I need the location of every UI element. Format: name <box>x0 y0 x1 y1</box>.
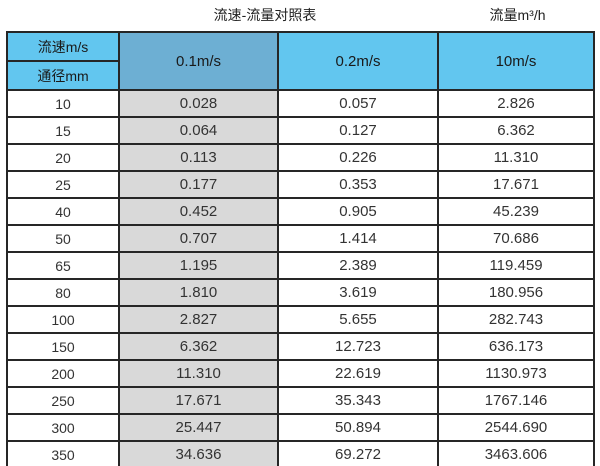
diameter-cell: 350 <box>6 440 120 466</box>
flow-value-cell: 6.362 <box>118 332 279 361</box>
flow-value-cell: 34.636 <box>118 440 279 466</box>
flow-value-cell: 17.671 <box>118 386 279 415</box>
flow-value-cell: 22.619 <box>277 359 439 388</box>
flow-value-cell: 3463.606 <box>437 440 595 466</box>
flow-value-cell: 119.459 <box>437 251 595 280</box>
flow-value-cell: 1.195 <box>118 251 279 280</box>
corner-header-diameter: 通径mm <box>6 60 120 91</box>
table-row: 15 0.064 0.127 6.362 <box>6 116 595 145</box>
flow-value-cell: 2544.690 <box>437 413 595 442</box>
flow-value-cell: 0.064 <box>118 116 279 145</box>
flow-value-cell: 3.619 <box>277 278 439 307</box>
diameter-cell: 50 <box>6 224 120 253</box>
flow-value-cell: 282.743 <box>437 305 595 334</box>
table-row: 200 11.310 22.619 1130.973 <box>6 359 595 388</box>
column-header-0-1ms: 0.1m/s <box>118 31 279 91</box>
flow-value-cell: 11.310 <box>118 359 279 388</box>
diameter-cell: 65 <box>6 251 120 280</box>
flow-value-cell: 5.655 <box>277 305 439 334</box>
flow-value-cell: 0.707 <box>118 224 279 253</box>
table-header: 流速m/s 0.1m/s 0.2m/s 10m/s 通径mm <box>6 31 595 91</box>
table-row: 65 1.195 2.389 119.459 <box>6 251 595 280</box>
flow-value-cell: 0.905 <box>277 197 439 226</box>
flow-unit-label: 流量m³/h <box>489 7 546 23</box>
table-row: 10 0.028 0.057 2.826 <box>6 89 595 118</box>
flow-value-cell: 50.894 <box>277 413 439 442</box>
flow-value-cell: 45.239 <box>437 197 595 226</box>
diameter-cell: 40 <box>6 197 120 226</box>
diameter-cell: 80 <box>6 278 120 307</box>
flow-value-cell: 1130.973 <box>437 359 595 388</box>
table-row: 40 0.452 0.905 45.239 <box>6 197 595 226</box>
flow-value-cell: 0.226 <box>277 143 439 172</box>
flow-value-cell: 2.827 <box>118 305 279 334</box>
flow-value-cell: 0.452 <box>118 197 279 226</box>
table-row: 25 0.177 0.353 17.671 <box>6 170 595 199</box>
corner-header-velocity: 流速m/s <box>6 31 120 62</box>
flow-value-cell: 636.173 <box>437 332 595 361</box>
diameter-cell: 10 <box>6 89 120 118</box>
diameter-cell: 150 <box>6 332 120 361</box>
flow-value-cell: 2.389 <box>277 251 439 280</box>
flow-value-cell: 0.177 <box>118 170 279 199</box>
flow-rate-table: 流速m/s 0.1m/s 0.2m/s 10m/s 通径mm 10 0.028 0.… <box>6 31 595 466</box>
flow-value-cell: 70.686 <box>437 224 595 253</box>
table-row: 80 1.810 3.619 180.956 <box>6 278 595 307</box>
diameter-cell: 300 <box>6 413 120 442</box>
table-row: 50 0.707 1.414 70.686 <box>6 224 595 253</box>
table-row: 100 2.827 5.655 282.743 <box>6 305 595 334</box>
diameter-cell: 200 <box>6 359 120 388</box>
flow-value-cell: 0.127 <box>277 116 439 145</box>
table-body: 10 0.028 0.057 2.826 15 0.064 0.127 6.362 20 0.11… <box>6 89 595 466</box>
flow-value-cell: 1767.146 <box>437 386 595 415</box>
column-header-10ms: 10m/s <box>437 31 595 91</box>
flow-value-cell: 17.671 <box>437 170 595 199</box>
diameter-cell: 25 <box>6 170 120 199</box>
flow-value-cell: 69.272 <box>277 440 439 466</box>
table-row: 350 34.636 69.272 3463.606 <box>6 440 595 466</box>
flow-value-cell: 12.723 <box>277 332 439 361</box>
flow-value-cell: 0.353 <box>277 170 439 199</box>
flow-value-cell: 11.310 <box>437 143 595 172</box>
flow-value-cell: 25.447 <box>118 413 279 442</box>
table-row: 150 6.362 12.723 636.173 <box>6 332 595 361</box>
column-header-0-2ms: 0.2m/s <box>277 31 439 91</box>
diameter-cell: 15 <box>6 116 120 145</box>
diameter-cell: 20 <box>6 143 120 172</box>
table-row: 20 0.113 0.226 11.310 <box>6 143 595 172</box>
flow-value-cell: 1.414 <box>277 224 439 253</box>
flow-value-cell: 1.810 <box>118 278 279 307</box>
flow-value-cell: 0.113 <box>118 143 279 172</box>
table-row: 250 17.671 35.343 1767.146 <box>6 386 595 415</box>
flow-value-cell: 0.057 <box>277 89 439 118</box>
diameter-cell: 250 <box>6 386 120 415</box>
table-row: 300 25.447 50.894 2544.690 <box>6 413 595 442</box>
flow-value-cell: 2.826 <box>437 89 595 118</box>
flow-value-cell: 0.028 <box>118 89 279 118</box>
flow-value-cell: 6.362 <box>437 116 595 145</box>
page-title: 流速-流量对照表 <box>213 7 317 23</box>
flow-value-cell: 180.956 <box>437 278 595 307</box>
diameter-cell: 100 <box>6 305 120 334</box>
flow-value-cell: 35.343 <box>277 386 439 415</box>
